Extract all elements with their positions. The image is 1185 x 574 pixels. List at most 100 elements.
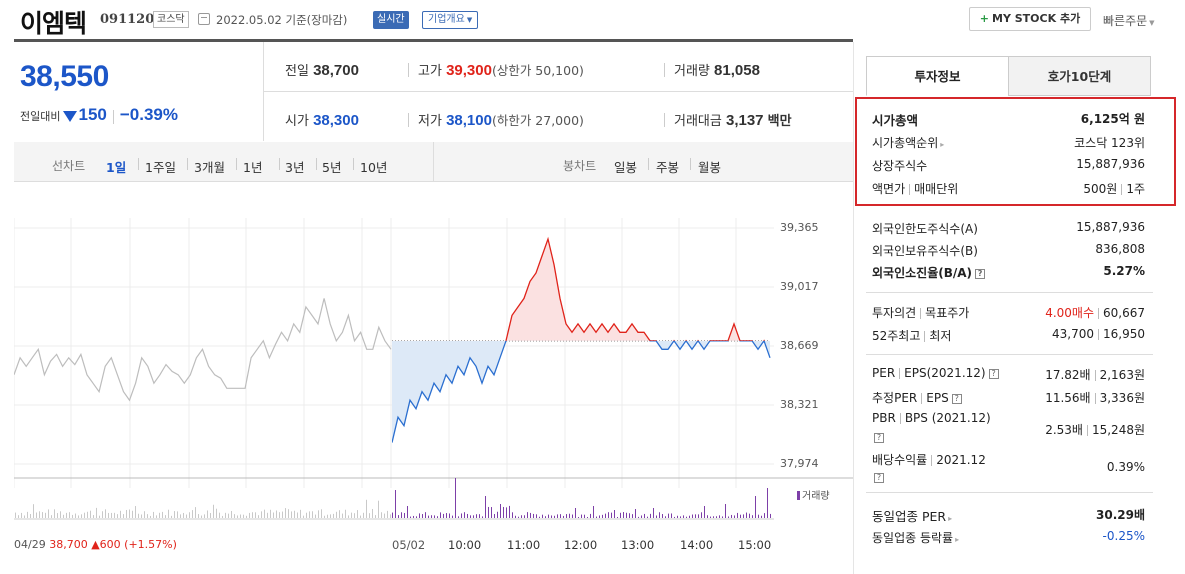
volume-bar [485,496,486,518]
help-icon[interactable]: ? [872,470,884,484]
y-tick-label: 39,365 [780,221,819,234]
tab-order-book[interactable]: 호가10단계 [1008,56,1151,96]
period-3y[interactable]: 3년 [285,160,305,175]
x-tick-label: 12:00 [564,538,598,552]
volume-bar [533,513,534,518]
volume-bar-prev [54,509,55,518]
period-3m[interactable]: 3개월 [194,160,225,175]
volume-bar [698,514,699,518]
w52-low-label: 최저 [929,329,952,343]
upper-limit: (상한가 50,100) [491,63,584,78]
chevron-right-icon: ▸ [940,140,945,149]
industry-rate-link[interactable]: 동일업종 등락률 ▸ [872,529,959,546]
volume-bar-prev [246,515,247,518]
volume-bar-prev [342,513,343,518]
tab-invest-info[interactable]: 투자정보 [866,56,1009,96]
period-1w[interactable]: 1주일 [145,160,176,175]
industry-per-label: 동일업종 PER [872,509,947,524]
volume-bar [449,513,450,518]
chevron-down-icon: ▼ [1149,19,1155,27]
per-label: PER [872,366,896,380]
volume-bar [650,513,651,518]
help-icon[interactable]: ? [872,430,884,444]
diff-rate: −0.39% [119,105,178,124]
volume-bar [686,516,687,518]
y-tick-label: 37,974 [780,457,819,470]
amount-unit: 백만 [767,114,792,129]
divider [866,492,1153,493]
volume-bar-prev [174,511,175,518]
divider [14,39,853,42]
volume-bar-prev [75,513,76,518]
volume-bar-prev [291,511,292,518]
volume-bar [476,514,477,518]
est-eps-label: EPS [926,391,949,405]
volume-legend: 거래량 [797,487,830,502]
prev-label: 전일 [285,64,309,79]
period-5y[interactable]: 5년 [322,160,342,175]
today-line-up [505,236,765,341]
volume-bar [572,514,573,518]
volume-bar-prev [219,512,220,518]
price-chart[interactable] [14,183,853,574]
volume-bar [491,507,492,518]
volume-bar [602,514,603,518]
period-1y[interactable]: 1년 [243,160,263,175]
candle-daily[interactable]: 일봉 [614,160,638,175]
volume-bar [488,506,489,518]
volume-bar-prev [363,512,364,518]
volume-bar-prev [225,512,226,518]
volume-bar-prev [390,514,391,518]
period-10y[interactable]: 10년 [360,160,388,175]
corp-info-dropdown[interactable]: 기업개요 ▼ [422,11,479,29]
volume-bar-prev [366,499,367,518]
volume-bar-prev [138,513,139,518]
y-tick-label: 38,321 [780,398,819,411]
divider [921,393,923,404]
volume-bar-prev [78,515,79,518]
volume-bar-prev [123,514,124,518]
volume-bar-prev [48,509,49,518]
candle-weekly[interactable]: 주봉 [656,160,680,175]
volume-bar [767,488,768,518]
pbr-label: PBR [872,411,896,425]
volume-bar [581,514,582,518]
help-icon[interactable]: ? [975,268,986,279]
volume-bar [410,516,411,518]
volume-bar [632,514,633,518]
volume-bar-prev [156,515,157,518]
quick-order-button[interactable]: 빠른주문 ▼ [1103,12,1155,29]
industry-per-link[interactable]: 동일업종 PER ▸ [872,506,952,525]
volume-bar [479,514,480,518]
candle-monthly[interactable]: 월봉 [698,160,722,175]
company-name[interactable]: 이엠텍 [20,9,87,38]
volume-bar [575,508,576,518]
volume-bar-prev [372,508,373,518]
help-icon[interactable]: ? [988,368,999,379]
help-icon[interactable]: ? [874,432,884,443]
period-1d[interactable]: 1일 [106,160,127,175]
industry-rate-label: 동일업종 등락률 [872,531,954,545]
volume-bar [671,513,672,518]
help-icon[interactable]: ? [951,393,962,404]
volume-bar [680,516,681,518]
volume-bar [596,516,597,518]
volume-bar-prev [153,511,154,518]
volume-bar [452,515,453,518]
help-icon[interactable]: ? [874,472,884,483]
volume-bar-prev [90,510,91,518]
pbr: 2.53배 [1045,423,1083,437]
open-label: 시가 [285,114,309,129]
my-stock-add-button[interactable]: + MY STOCK 추가 [969,7,1091,31]
volume-bar-prev [330,514,331,518]
pbr-row: PBR BPS (2021.12) [872,411,991,425]
volume-bar-prev [279,512,280,518]
volume-bar-prev [150,515,151,518]
volume-bar [551,515,552,518]
volume-bar [770,513,771,518]
realtime-button[interactable]: 실시간 [373,11,409,29]
volume-bar-prev [369,513,370,518]
cap-rank-link[interactable]: 시가총액순위 ▸ [872,134,944,151]
per: 17.82배 [1045,368,1091,382]
volume-bar-prev [177,511,178,518]
